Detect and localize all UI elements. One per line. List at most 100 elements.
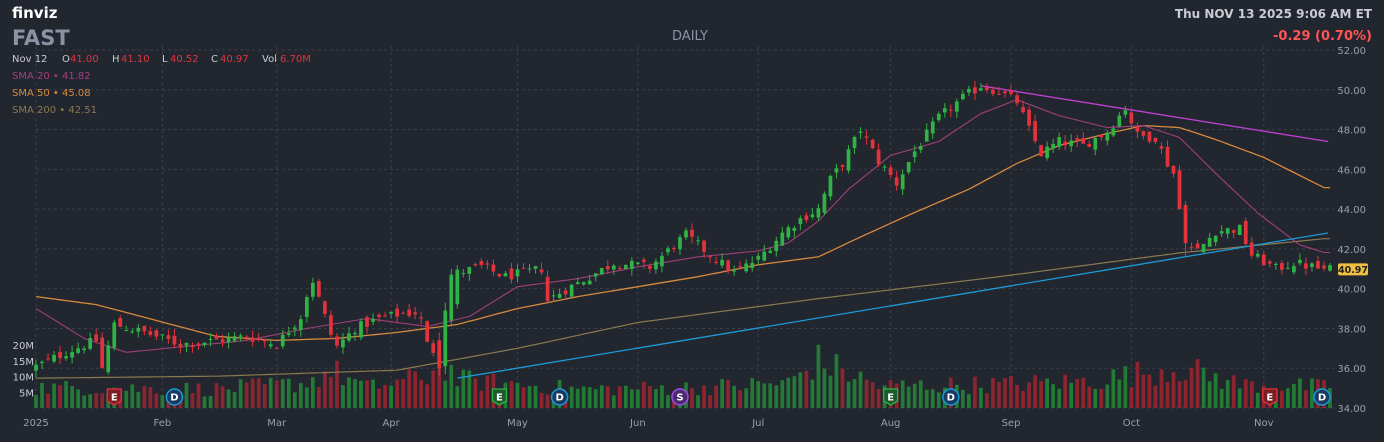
event-circle-shape xyxy=(1313,388,1331,406)
volume-bar xyxy=(629,389,634,408)
candle-body xyxy=(930,121,935,134)
event-marker-D[interactable]: D xyxy=(550,388,569,406)
candle-body xyxy=(870,139,875,149)
candle xyxy=(1147,131,1152,144)
volume-bar xyxy=(1057,388,1062,408)
candle xyxy=(623,264,628,270)
volume-bar xyxy=(1009,375,1013,408)
candle-body xyxy=(166,335,171,339)
candle-body xyxy=(479,261,484,266)
sma20-legend: SMA 20 • 41.82 xyxy=(12,71,91,82)
event-marker-D[interactable]: D xyxy=(942,388,960,406)
volume-bar xyxy=(774,385,779,408)
volume-bar xyxy=(1298,378,1302,408)
candle xyxy=(1105,129,1110,146)
candle xyxy=(720,253,724,269)
volume-bar xyxy=(353,379,357,408)
volume-bar xyxy=(479,390,484,408)
volume-bar xyxy=(1279,390,1284,408)
volume-bar xyxy=(936,392,941,408)
candle xyxy=(40,360,44,370)
volume-bar xyxy=(1087,386,1092,408)
candle xyxy=(936,111,941,122)
volume-bar xyxy=(82,395,87,408)
candle-body xyxy=(629,260,634,270)
volume-bar xyxy=(34,395,38,408)
volume-bar xyxy=(262,384,267,408)
volume-bar xyxy=(1310,378,1314,408)
volume-bar xyxy=(286,378,291,408)
event-marker-E[interactable]: E xyxy=(106,388,122,406)
volume-bar xyxy=(292,392,297,408)
candle-body xyxy=(437,340,442,369)
volume-bar xyxy=(1165,381,1170,408)
candle-body xyxy=(702,240,706,252)
candle xyxy=(774,236,779,257)
candle xyxy=(605,260,610,274)
candle xyxy=(973,80,977,100)
candle-body xyxy=(1093,138,1098,150)
candle-body xyxy=(1075,138,1080,141)
candle-body xyxy=(1286,267,1290,269)
candle-body xyxy=(190,345,195,348)
candle-body xyxy=(232,336,237,341)
event-circle-shape xyxy=(671,388,689,406)
candle xyxy=(858,127,863,139)
candle xyxy=(202,342,207,348)
candle xyxy=(124,325,129,332)
candle-body xyxy=(521,267,526,269)
candle-body xyxy=(383,315,387,317)
candle xyxy=(1027,106,1031,132)
volume-bar xyxy=(256,378,261,408)
volume-bar xyxy=(1003,378,1007,408)
event-label: E xyxy=(1266,393,1273,404)
x-tick-label: May xyxy=(507,418,528,429)
event-shield-shape xyxy=(491,388,508,406)
candle xyxy=(636,261,640,266)
event-marker-S[interactable]: S xyxy=(671,388,689,406)
event-marker-E[interactable]: E xyxy=(491,388,508,406)
volume-tick-label: 20M xyxy=(13,341,34,352)
candle-body xyxy=(1189,247,1194,249)
candle xyxy=(1316,256,1320,269)
candle xyxy=(1045,141,1049,161)
candle xyxy=(834,163,839,179)
ohlc-high: 41.10 xyxy=(121,54,150,65)
candle xyxy=(1195,239,1200,249)
candle-body xyxy=(82,348,87,351)
candle xyxy=(581,281,586,286)
candle-body xyxy=(918,146,923,150)
finviz-logo[interactable]: finviz xyxy=(12,4,58,22)
candle-body xyxy=(900,174,905,190)
volume-bar xyxy=(1111,369,1116,408)
candle xyxy=(1153,137,1158,145)
volume-bar xyxy=(413,371,418,408)
candle xyxy=(792,225,797,238)
candle xyxy=(244,334,249,341)
event-marker-D[interactable]: D xyxy=(1313,388,1331,406)
sma50-line xyxy=(35,124,1330,342)
candle-body xyxy=(76,348,80,353)
candle xyxy=(557,288,562,299)
volume-bar xyxy=(1141,374,1146,408)
sma200-value: 42.51 xyxy=(68,105,97,116)
candle-body xyxy=(1105,132,1110,141)
volume-bar xyxy=(485,375,490,408)
candle-body xyxy=(979,88,983,91)
candle xyxy=(569,283,574,298)
candle xyxy=(1165,140,1170,168)
candle xyxy=(262,338,267,348)
volume-bar xyxy=(1225,379,1230,408)
candle-body xyxy=(1292,266,1296,273)
event-marker-D[interactable]: D xyxy=(165,388,184,406)
candle-body xyxy=(274,347,279,349)
volume-bar xyxy=(726,379,730,408)
volume-bar xyxy=(762,383,767,408)
event-marker-E[interactable]: E xyxy=(882,388,899,406)
sma50-label: SMA 50 xyxy=(12,88,50,99)
volume-bar xyxy=(58,385,62,408)
event-marker-E[interactable]: E xyxy=(1262,388,1278,406)
